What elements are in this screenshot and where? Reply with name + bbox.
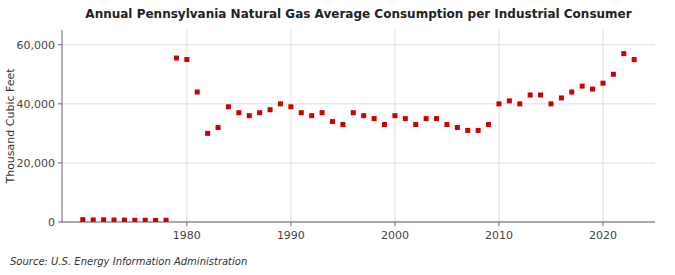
point (621, 51, 626, 56)
tick-mark (58, 162, 62, 163)
tick-label: 1990 (277, 229, 305, 242)
x-axis-line (62, 222, 655, 223)
grid (62, 30, 655, 222)
grid-line (394, 30, 395, 222)
chart: Annual Pennsylvania Natural Gas Average … (0, 0, 675, 275)
point (465, 128, 470, 133)
point (455, 125, 460, 130)
tick-mark (58, 103, 62, 104)
point (403, 116, 408, 121)
point (476, 128, 481, 133)
point (528, 92, 533, 97)
point (184, 57, 189, 62)
point (424, 116, 429, 121)
point (257, 110, 262, 115)
point (101, 217, 106, 222)
grid-line (62, 222, 655, 223)
point (205, 131, 210, 136)
point (268, 107, 273, 112)
point (507, 98, 512, 103)
grid-line (602, 30, 603, 222)
point (320, 110, 325, 115)
tick-mark (58, 44, 62, 45)
tick-label: 2010 (485, 229, 513, 242)
grid-line (290, 30, 291, 222)
point (590, 87, 595, 92)
tick-mark (394, 222, 395, 226)
point (288, 104, 293, 109)
title: Annual Pennsylvania Natural Gas Average … (85, 7, 631, 21)
point (216, 125, 221, 130)
point (611, 72, 616, 77)
tick-label: 2020 (589, 229, 617, 242)
point (226, 104, 231, 109)
tick-mark (186, 222, 187, 226)
tick-label: 0 (48, 216, 55, 229)
point (632, 57, 637, 62)
tick-label: 60,000 (17, 39, 56, 52)
point (122, 218, 127, 222)
grid-line (62, 162, 655, 163)
grid-line (498, 30, 499, 222)
point (382, 122, 387, 127)
point (538, 92, 543, 97)
point (143, 218, 148, 222)
point (361, 113, 366, 118)
point (496, 101, 501, 106)
point (392, 113, 397, 118)
point (247, 113, 252, 118)
point (299, 110, 304, 115)
point (195, 90, 200, 95)
point (330, 119, 335, 124)
tick-label: 1980 (173, 229, 201, 242)
point (434, 116, 439, 121)
point (351, 110, 356, 115)
tick-mark (602, 222, 603, 226)
point (278, 101, 283, 106)
points (80, 51, 636, 222)
point (164, 218, 169, 222)
point (486, 122, 491, 127)
point (112, 217, 117, 222)
point (309, 113, 314, 118)
point (444, 122, 449, 127)
tick-mark (58, 222, 62, 223)
point (80, 217, 85, 222)
y-axis-label: Thousand Cubic Feet (4, 68, 17, 185)
tick-mark (290, 222, 291, 226)
tick-label: 2000 (381, 229, 409, 242)
tick-label: 40,000 (17, 98, 56, 111)
point (413, 122, 418, 127)
point (600, 81, 605, 86)
point (236, 110, 241, 115)
point (580, 84, 585, 89)
point (153, 218, 158, 222)
point (559, 95, 564, 100)
tick-mark (498, 222, 499, 226)
point (569, 90, 574, 95)
point (517, 101, 522, 106)
point (372, 116, 377, 121)
point (132, 218, 137, 222)
point (548, 101, 553, 106)
point (340, 122, 345, 127)
grid-line (62, 44, 655, 45)
source-note: Source: U.S. Energy Information Administ… (10, 256, 247, 267)
point (91, 217, 96, 222)
grid-line (62, 103, 655, 104)
tick-label: 20,000 (17, 157, 56, 170)
point (174, 56, 179, 61)
y-axis-line (62, 30, 63, 222)
